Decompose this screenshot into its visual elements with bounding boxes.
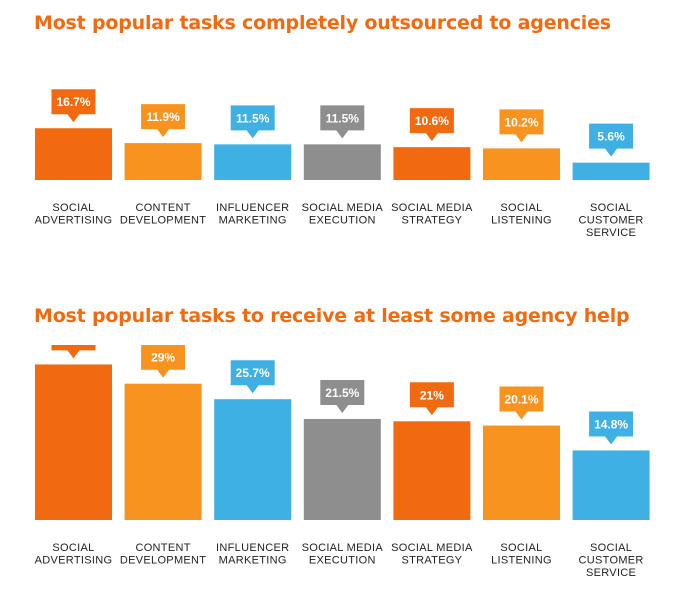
category-label-line: ADVERTISING [35,555,113,567]
category-label-line: SOCIAL [52,542,94,554]
category-label-line: SOCIAL MEDIA [302,202,384,214]
category-label-line: STRATEGY [401,555,462,567]
value-callout [499,109,544,143]
category-label-line: SOCIAL MEDIA [391,542,473,554]
data-label: 11.9% [146,110,180,124]
category-label: SOCIAL CUSTOMER SERVICE [579,202,644,239]
category-label-line: SOCIAL [590,202,632,214]
bar [483,425,560,520]
value-callout [230,105,275,139]
category-label: CONTENT DEVELOPMENT [120,202,206,227]
bar [35,364,112,520]
category-label-line: SOCIAL [500,542,542,554]
category-label: SOCIAL LISTENING [491,202,552,227]
category-label-line: SERVICE [586,227,636,239]
category-label: CONTENT DEVELOPMENT [120,542,206,567]
bar [214,144,292,180]
category-label-line: DEVELOPMENT [120,215,206,227]
data-label: 29% [151,351,175,365]
bar [572,450,650,520]
category-label: SOCIAL ADVERTISING [35,542,113,567]
bar [303,144,381,180]
data-label: 25.7% [236,366,270,380]
data-label: 5.6% [597,130,625,144]
category-label-line: CONTENT [135,542,190,554]
category-label: SOCIAL MEDIA EXECUTION [302,202,384,227]
category-label-line: LISTENING [491,555,552,567]
category-label-line: SOCIAL [590,542,632,554]
data-label: 10.2% [504,115,538,129]
value-callout [320,105,365,139]
chart-title-agency-help: Most popular tasks to receive at least s… [34,305,630,327]
data-label: 21% [420,388,444,402]
bar [124,383,202,520]
bar-chart-agency-help: 33.1%SOCIALADVERTISING29%CONTENTDEVELOPM… [35,345,650,579]
data-label: 11.5% [326,111,360,125]
category-label-line: DEVELOPMENT [120,555,206,567]
data-label: 16.7% [56,95,90,109]
value-callout [141,104,186,138]
data-label: 11.5% [236,111,270,125]
category-label-line: STRATEGY [401,215,462,227]
category-label-line: INFLUENCER [216,202,289,214]
bar [35,128,112,180]
bar [483,148,560,180]
category-label-line: SOCIAL MEDIA [391,202,473,214]
value-callout [409,382,454,416]
category-label-line: INFLUENCER [216,542,289,554]
value-callout [499,386,544,420]
data-label: 20.1% [504,393,538,407]
value-callout [320,379,365,413]
category-label-line: SOCIAL [500,202,542,214]
category-label-line: SOCIAL MEDIA [302,542,384,554]
category-label-line: CUSTOMER [579,555,644,567]
data-label: 21.5% [325,386,359,400]
category-label-line: CONTENT [135,202,190,214]
category-label-line: EXECUTION [309,555,376,567]
value-callout [141,345,186,378]
value-callout [589,411,634,445]
bar [303,418,381,520]
bar [214,399,292,520]
category-label: SOCIAL MEDIA STRATEGY [391,202,473,227]
category-label-line: ADVERTISING [35,215,113,227]
value-callout [409,108,454,142]
bar [393,421,471,520]
category-label: INFLUENCER MARKETING [216,542,289,567]
category-label-line: MARKETING [219,215,287,227]
category-label-line: MARKETING [219,555,287,567]
value-callout [51,345,96,359]
category-label: SOCIAL ADVERTISING [35,202,113,227]
category-label-line: EXECUTION [309,215,376,227]
chart-title-outsourced: Most popular tasks completely outsourced… [34,12,611,34]
category-label-line: SOCIAL [52,202,94,214]
category-label: SOCIAL LISTENING [491,542,552,567]
category-label: INFLUENCER MARKETING [216,202,289,227]
bar [572,162,650,180]
category-label: SOCIAL MEDIA EXECUTION [302,542,384,567]
bar [124,143,202,180]
category-label-line: CUSTOMER [579,215,644,227]
bar [393,147,471,180]
category-label: SOCIAL MEDIA STRATEGY [391,542,473,567]
category-label: SOCIAL CUSTOMER SERVICE [579,542,644,579]
value-callout [589,123,634,157]
value-callout [230,360,275,394]
value-callout [51,89,96,123]
data-label: 14.8% [594,417,628,431]
category-label-line: LISTENING [491,215,552,227]
category-label-line: SERVICE [586,567,636,579]
data-label: 10.6% [415,114,449,128]
